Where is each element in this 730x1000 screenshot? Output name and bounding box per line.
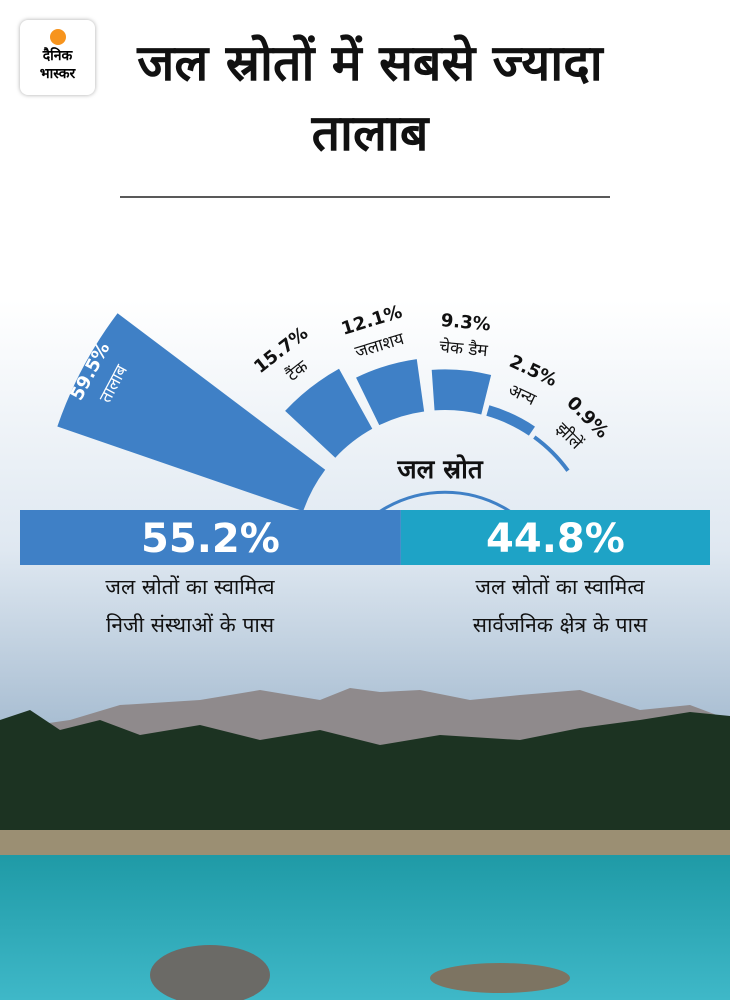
value-label: 9.3% [440, 310, 492, 335]
split-description: जल स्रोतों का स्वामित्व सार्वजनिक क्षेत्… [472, 575, 648, 637]
rock [150, 945, 270, 1000]
lake [0, 855, 730, 1000]
split-bar [400, 510, 710, 565]
category-label: चेक डैम [438, 336, 489, 361]
radial-bar [431, 369, 492, 415]
logo: दैनिक भास्कर [20, 20, 95, 95]
logo-text: भास्कर [39, 66, 76, 82]
rock [430, 963, 570, 993]
value-label: 44.8% [486, 516, 625, 562]
value-label: 55.2% [141, 516, 280, 562]
forest [0, 710, 730, 840]
title: जल स्रोतों में सबसे ज्यादा तालाब [137, 34, 603, 162]
radial-bar [285, 368, 373, 458]
split-bar [20, 510, 401, 565]
split-description: जल स्रोतों का स्वामित्व निजी संस्थाओं के… [105, 575, 275, 637]
radial-bar [57, 313, 326, 512]
radial-bar [356, 359, 425, 426]
radial-bar [486, 405, 535, 436]
radial-bar [533, 435, 570, 472]
logo-text: दैनिक [42, 48, 73, 64]
center-label: जल स्रोत [396, 454, 484, 485]
